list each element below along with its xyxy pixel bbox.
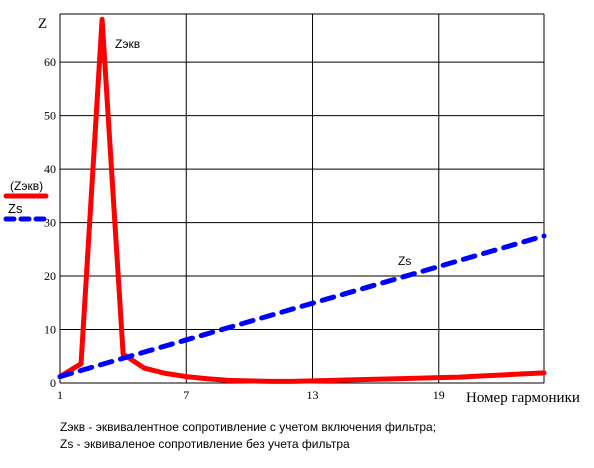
legend: (Zэкв) Zs	[3, 179, 49, 222]
legend-label-zs: Zs	[8, 201, 23, 216]
annotation-zs: Zs	[398, 254, 411, 268]
series-zekv-line	[57, 16, 547, 384]
x-tick-label: 13	[307, 388, 319, 402]
x-tick-label: 19	[433, 388, 445, 402]
x-axis-label: Номер гармоники	[466, 390, 580, 406]
x-tick-label: 7	[183, 388, 189, 402]
y-tick-label: 40	[44, 162, 56, 176]
tick-labels: 1 7 13 19 0 10 20 30 40 50 60	[44, 55, 445, 402]
y-tick-label: 30	[44, 216, 56, 230]
notes: Zэкв - эквивалентное сопротивление с уче…	[60, 419, 436, 453]
annotation-zekv: Zэкв	[115, 37, 140, 51]
y-tick-label: 0	[50, 376, 56, 390]
note-zekv: Zэкв - эквивалентное сопротивление с уче…	[60, 420, 437, 434]
y-tick-label: 60	[44, 55, 56, 69]
grid	[59, 13, 545, 384]
note-zs: Zs - эквиваленое сопротивление без учета…	[60, 437, 350, 451]
y-tick-label: 50	[44, 109, 56, 123]
y-axis-label: Z	[38, 16, 47, 32]
series-zs-line	[57, 233, 547, 380]
legend-label-zekv: (Zэкв)	[10, 179, 43, 193]
x-tick-label: 1	[57, 388, 63, 402]
y-tick-label: 10	[44, 323, 56, 337]
series-layer	[57, 16, 547, 384]
series-annotations: Zэкв Zs	[115, 37, 411, 268]
y-tick-label: 20	[44, 269, 56, 283]
